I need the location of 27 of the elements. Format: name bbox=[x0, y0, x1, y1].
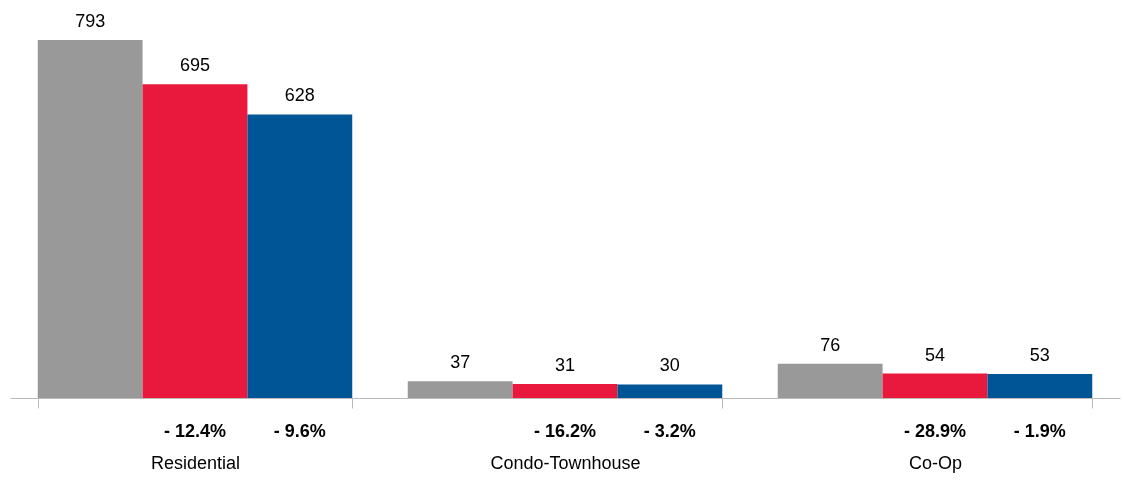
bar bbox=[37, 40, 143, 398]
text: - 16.2% bbox=[533, 421, 597, 441]
x-tick-label: Co-Op bbox=[908, 452, 963, 473]
data-label: 31 bbox=[554, 355, 576, 376]
bar bbox=[247, 114, 353, 398]
text: - 3.2% bbox=[643, 421, 696, 441]
bar bbox=[142, 84, 248, 398]
text: - 28.9% bbox=[903, 421, 967, 441]
bar bbox=[512, 384, 618, 398]
text: - 9.6% bbox=[273, 421, 326, 441]
bar bbox=[407, 381, 513, 398]
data-label: 30 bbox=[659, 355, 680, 376]
x-tick-label: Condo-Townhouse bbox=[490, 452, 641, 473]
data-label: 37 bbox=[450, 352, 471, 373]
bar bbox=[777, 363, 883, 398]
bar bbox=[882, 373, 988, 398]
data-label: 76 bbox=[820, 334, 841, 355]
x-tick-label: Residential bbox=[150, 452, 241, 473]
data-label: 54 bbox=[924, 344, 946, 365]
data-label: 793 bbox=[75, 11, 106, 31]
bar bbox=[987, 374, 1093, 398]
data-label: 53 bbox=[1029, 345, 1050, 366]
text: - 1.9% bbox=[1013, 421, 1066, 441]
bar bbox=[617, 384, 723, 398]
data-label: 628 bbox=[284, 85, 315, 106]
text: - 12.4% bbox=[163, 421, 227, 441]
data-label: 695 bbox=[179, 55, 211, 76]
